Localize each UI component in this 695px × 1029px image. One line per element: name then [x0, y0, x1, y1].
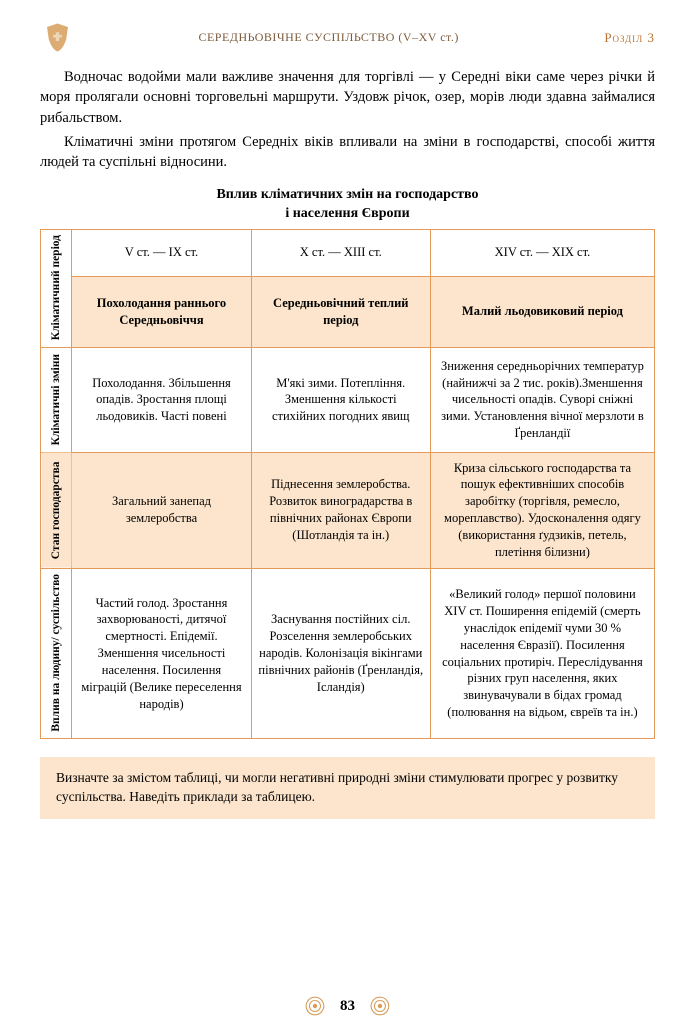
page-header: СЕРЕДНЬОВІЧНЕ СУСПІЛЬСТВО (V–XV ст.) Роз…	[40, 20, 655, 55]
impact-c: Заснування постійних сіл. Розселення зем…	[251, 568, 430, 739]
changes-b: Похолодання. Збільшення опадів. Зростанн…	[72, 348, 251, 452]
col-c-period: Середньовічний теплий період	[251, 276, 430, 348]
col-c-century: X ст. — XIII ст.	[251, 229, 430, 276]
ornament-right-icon	[369, 995, 391, 1017]
col-d-period: Малий льодовиковий період	[430, 276, 654, 348]
table-title-line1: Вплив кліматичних змін на господарство	[216, 187, 478, 202]
row-label-period: Кліматичний період	[41, 229, 72, 347]
impact-d: «Великий голод» першої половини XIV ст. …	[430, 568, 654, 739]
page-number: 83	[330, 998, 365, 1015]
row-label-impact: Вплив на людину/ суспільство	[41, 568, 72, 739]
col-d-century: XIV ст. — XIX ст.	[430, 229, 654, 276]
footer: 83	[0, 995, 695, 1017]
paragraph-1: Водночас водойми мали важливе значення д…	[40, 67, 655, 128]
paragraph-2: Кліматичні зміни протягом Середніх віків…	[40, 132, 655, 173]
economy-b: Загальний занепад землеробства	[72, 452, 251, 568]
impact-b: Частий голод. Зростання захворюваності, …	[72, 568, 251, 739]
row-label-economy: Стан господарства	[41, 452, 72, 568]
ornament-left-icon	[304, 995, 326, 1017]
col-b-century: V ст. — IX ст.	[72, 229, 251, 276]
economy-c: Піднесення землеробства. Розвиток виногр…	[251, 452, 430, 568]
climate-table: Кліматичний період V ст. — IX ст. X ст. …	[40, 229, 655, 740]
economy-d: Криза сільського господарства та пошук е…	[430, 452, 654, 568]
col-b-period: Похолодання раннього Середньовіччя	[72, 276, 251, 348]
table-title-line2: і населення Європи	[285, 206, 409, 221]
header-title: СЕРЕДНЬОВІЧНЕ СУСПІЛЬСТВО (V–XV ст.)	[53, 30, 604, 45]
table-title: Вплив кліматичних змін на господарство і…	[40, 186, 655, 222]
callout-box: Визначте за змістом таблиці, чи могли не…	[40, 757, 655, 819]
changes-c: М'які зими. Потепління. Зменшення кілько…	[251, 348, 430, 452]
row-label-changes: Кліматичні зміни	[41, 348, 72, 452]
section-label: Розділ 3	[604, 30, 655, 46]
changes-d: Зниження середньорічних температур (найн…	[430, 348, 654, 452]
